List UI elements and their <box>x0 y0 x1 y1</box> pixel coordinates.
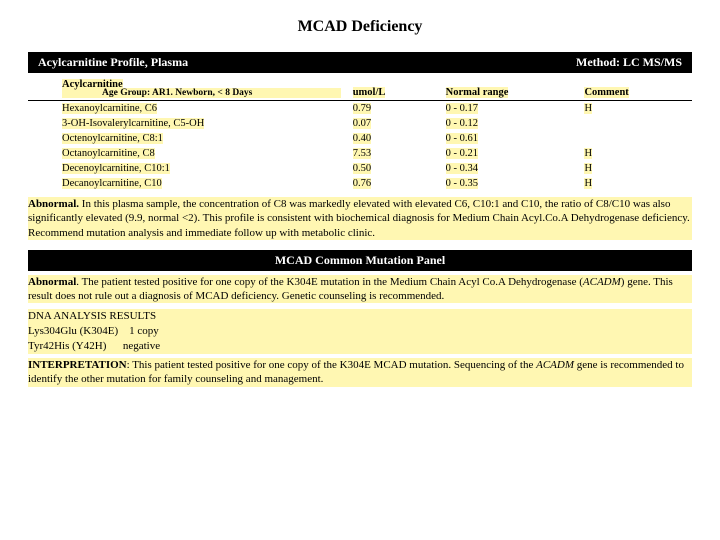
col1-sub: Age Group: AR1. Newborn, < 8 Days <box>62 88 341 98</box>
col-range: Normal range <box>440 77 573 101</box>
col-umol: umol/L <box>347 77 440 101</box>
dna-row1-res: 1 copy <box>129 325 159 337</box>
cell-range: 0 - 0.17 <box>446 103 478 114</box>
profile-header-left: Acylcarnitine Profile, Plasma <box>38 55 188 70</box>
cell-val: 0.79 <box>353 103 371 114</box>
cell-val: 0.76 <box>353 178 371 189</box>
dna-heading: DNA ANALYSIS RESULTS <box>28 309 692 324</box>
cell-val: 0.07 <box>353 118 371 129</box>
cell-val: 7.53 <box>353 148 371 159</box>
cell-comment: H <box>584 103 592 114</box>
interp2-lead: Abnormal <box>28 276 76 288</box>
cell-comment: H <box>584 163 592 174</box>
panel-header-bar: MCAD Common Mutation Panel <box>28 250 692 271</box>
table-header-row: Acylcarnitine Age Group: AR1. Newborn, <… <box>28 77 692 101</box>
cell-name: Octenoylcarnitine, C8:1 <box>62 133 163 144</box>
interp2-gene: ACADM <box>583 276 621 288</box>
interp3-body: : This patient tested positive for one c… <box>127 359 536 371</box>
profile-header-bar: Acylcarnitine Profile, Plasma Method: LC… <box>28 52 692 73</box>
cell-range: 0 - 0.12 <box>446 118 478 129</box>
interpretation-3: INTERPRETATION: This patient tested posi… <box>28 358 692 387</box>
profile-header-right: Method: LC MS/MS <box>576 55 682 70</box>
cell-name: 3-OH-Isovalerylcarnitine, C5-OH <box>62 118 204 129</box>
table-row: Octenoylcarnitine, C8:1 0.40 0 - 0.61 <box>28 131 692 146</box>
col-comment: Comment <box>572 77 692 101</box>
table-row: Decenoylcarnitine, C10:1 0.50 0 - 0.34 H <box>28 161 692 176</box>
dna-row-2: Tyr42His (Y42H) negative <box>28 339 692 354</box>
panel-header-text: MCAD Common Mutation Panel <box>275 253 445 268</box>
dna-row2-mut: Tyr42His (Y42H) <box>28 340 106 352</box>
interp3-lead: INTERPRETATION <box>28 359 127 371</box>
cell-range: 0 - 0.35 <box>446 178 478 189</box>
dna-results: DNA ANALYSIS RESULTS Lys304Glu (K304E) 1… <box>28 309 692 354</box>
cell-range: 0 - 0.34 <box>446 163 478 174</box>
col-acylcarnitine: Acylcarnitine Age Group: AR1. Newborn, <… <box>28 77 347 101</box>
cell-name: Decanoylcarnitine, C10 <box>62 178 162 189</box>
table-row: Octanoylcarnitine, C8 7.53 0 - 0.21 H <box>28 146 692 161</box>
dna-row2-res: negative <box>123 340 160 352</box>
interp2-body: . The patient tested positive for one co… <box>76 276 583 288</box>
cell-range: 0 - 0.61 <box>446 133 478 144</box>
interp1-lead: Abnormal. <box>28 198 79 210</box>
dna-row-1: Lys304Glu (K304E) 1 copy <box>28 324 692 339</box>
cell-range: 0 - 0.21 <box>446 148 478 159</box>
table-row: Decanoylcarnitine, C10 0.76 0 - 0.35 H <box>28 176 692 191</box>
interpretation-1: Abnormal. In this plasma sample, the con… <box>28 197 692 240</box>
table-row: 3-OH-Isovalerylcarnitine, C5-OH 0.07 0 -… <box>28 116 692 131</box>
dna-row1-mut: Lys304Glu (K304E) <box>28 325 118 337</box>
interp1-body: In this plasma sample, the concentration… <box>28 198 690 239</box>
cell-name: Hexanoylcarnitine, C6 <box>62 103 157 114</box>
interpretation-2: Abnormal. The patient tested positive fo… <box>28 275 692 304</box>
cell-comment: H <box>584 148 592 159</box>
cell-val: 0.40 <box>353 133 371 144</box>
cell-comment: H <box>584 178 592 189</box>
cell-val: 0.50 <box>353 163 371 174</box>
table-row: Hexanoylcarnitine, C6 0.79 0 - 0.17 H <box>28 101 692 117</box>
page-title: MCAD Deficiency <box>28 18 692 36</box>
interp3-gene: ACADM <box>536 359 574 371</box>
cell-name: Octanoylcarnitine, C8 <box>62 148 155 159</box>
cell-name: Decenoylcarnitine, C10:1 <box>62 163 170 174</box>
acylcarnitine-table: Acylcarnitine Age Group: AR1. Newborn, <… <box>28 77 692 191</box>
